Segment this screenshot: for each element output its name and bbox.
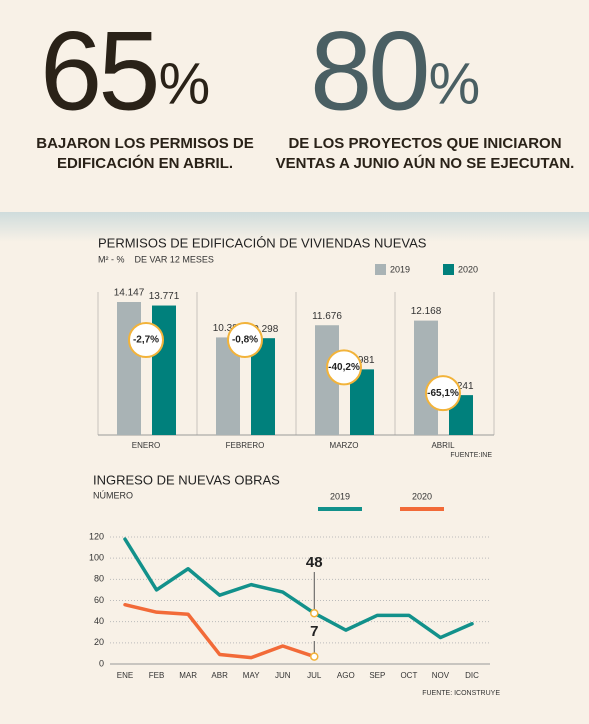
value-label: 4.241: [448, 381, 473, 392]
bar: [117, 302, 141, 435]
stat-unit: %: [429, 51, 481, 116]
x-tick-label: DIC: [465, 671, 479, 680]
x-tick-label: FEBRERO: [226, 441, 265, 450]
x-tick-label: AGO: [337, 671, 355, 680]
change-badge: [326, 349, 362, 386]
x-tick-label: ABRIL: [431, 441, 455, 450]
x-tick-label: MARZO: [330, 441, 359, 450]
stat-caption: BAJARON LOS PERMISOS DE: [36, 135, 254, 152]
chart-subtitle: NÚMERO: [93, 490, 133, 500]
stat-caption: VENTAS A JUNIO AÚN NO SE EJECUTAN.: [276, 154, 575, 172]
legend-label: 2020: [412, 491, 432, 501]
y-tick-label: 100: [89, 553, 104, 563]
value-label: 14.147: [114, 288, 145, 299]
change-label: -0,8%: [232, 335, 258, 346]
data-label: 7: [310, 623, 318, 640]
x-tick-label: ENERO: [132, 441, 160, 450]
change-label: -2,7%: [133, 335, 159, 346]
legend-label: 2020: [458, 264, 478, 274]
legend-label: 2019: [330, 491, 350, 501]
source: FUENTE:INE: [450, 452, 492, 459]
change-badge: [425, 375, 461, 412]
highlight-point: [310, 608, 319, 618]
x-tick-label: JUN: [275, 671, 291, 680]
y-tick-label: 20: [94, 637, 104, 647]
stat-number: 65: [40, 9, 157, 134]
stat-unit: %: [159, 51, 211, 116]
value-label: 11.676: [312, 311, 342, 322]
change-badge: [227, 322, 263, 358]
band: [0, 212, 589, 242]
value-label: 13.771: [149, 291, 180, 302]
data-label: 48: [306, 554, 323, 571]
x-tick-label: OCT: [400, 671, 417, 680]
x-tick-label: ABR: [211, 671, 228, 680]
value-label: 10.380: [213, 323, 244, 334]
change-label: -65,1%: [427, 388, 459, 399]
x-tick-label: JUL: [307, 671, 322, 680]
change-label: -40,2%: [328, 362, 360, 373]
chart-title: PERMISOS DE EDIFICACIÓN DE VIVIENDAS NUE…: [98, 235, 427, 250]
y-tick-label: 0: [99, 658, 104, 668]
y-tick-label: 40: [94, 616, 104, 626]
value-label: 6.981: [349, 355, 374, 366]
legend-label: 2019: [390, 264, 410, 274]
series-line: [123, 602, 317, 660]
legend-swatch: [443, 264, 454, 275]
change-badge: [128, 322, 164, 358]
x-tick-label: MAR: [179, 671, 197, 680]
chart-subtitle: M² - % DE VAR 12 MESES: [98, 254, 214, 264]
x-tick-label: NOV: [432, 671, 450, 680]
stat-caption: EDIFICACIÓN EN ABRIL.: [57, 154, 233, 172]
value-label: 10.298: [248, 324, 279, 335]
y-tick-label: 60: [94, 595, 104, 605]
y-tick-label: 80: [94, 574, 104, 584]
x-tick-label: SEP: [369, 671, 385, 680]
series-line: [123, 537, 474, 640]
value-label: 12.168: [411, 306, 442, 317]
stat-caption: DE LOS PROYECTOS QUE INICIARON: [288, 135, 561, 152]
highlight-point: [310, 652, 319, 661]
x-tick-label: FEB: [149, 671, 165, 680]
x-tick-label: MAY: [243, 671, 260, 680]
stat-number: 80: [310, 9, 427, 134]
chart-title: INGRESO DE NUEVAS OBRAS: [93, 472, 280, 487]
source: FUENTE: ICONSTRUYE: [422, 690, 500, 697]
y-tick-label: 120: [89, 531, 104, 541]
legend-swatch: [375, 264, 386, 275]
x-tick-label: ENE: [117, 671, 133, 680]
